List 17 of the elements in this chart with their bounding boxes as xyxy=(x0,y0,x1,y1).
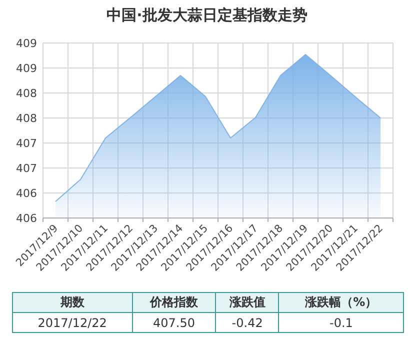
y-tick-label: 409 xyxy=(16,37,37,50)
y-tick-label: 408 xyxy=(16,87,37,100)
y-tick-label: 407 xyxy=(16,162,37,175)
text: 期数 xyxy=(12,292,132,312)
text: 涨跌值 xyxy=(216,292,279,312)
text: -0.1 xyxy=(278,312,404,332)
chart-title: 中国·批发大蒜日定基指数走势 xyxy=(106,6,308,24)
y-tick-label: 406 xyxy=(16,187,37,200)
text: 2017/12/22 xyxy=(12,312,132,332)
text: 价格指数 xyxy=(132,292,216,312)
y-tick-label: 408 xyxy=(16,112,37,125)
text: 407.50 xyxy=(132,312,216,332)
y-tick-label: 406 xyxy=(16,212,37,225)
text: -0.42 xyxy=(216,312,279,332)
y-tick-label: 409 xyxy=(16,62,37,75)
y-tick-label: 407 xyxy=(16,137,37,150)
text: 涨跌幅（%） xyxy=(278,292,404,312)
